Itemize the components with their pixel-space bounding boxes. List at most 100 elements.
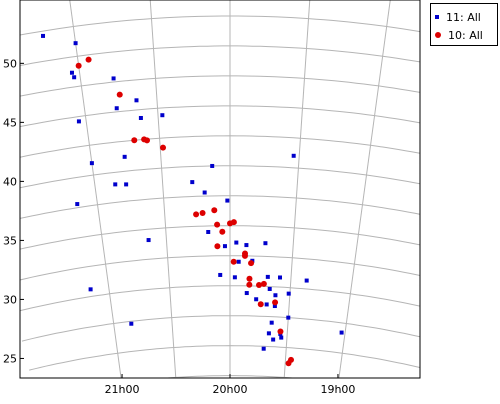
point-series-0 [286, 291, 291, 296]
axes: 25 30 35 40 45 50 21h00 20h00 19h00 [3, 57, 355, 396]
point-series-1 [272, 299, 279, 306]
point-series-1 [246, 281, 253, 288]
point-series-0 [124, 182, 129, 187]
point-series-0 [264, 302, 269, 307]
point-series-0 [273, 293, 278, 298]
point-series-0 [206, 229, 211, 234]
point-series-0 [41, 33, 46, 38]
point-series-1 [219, 228, 226, 235]
point-series-0 [236, 259, 241, 264]
point-series-0 [254, 297, 259, 302]
point-series-0 [202, 190, 207, 195]
point-series-0 [269, 320, 274, 325]
ra-gridline [283, 0, 311, 378]
point-series-1 [214, 243, 221, 250]
point-series-1 [242, 250, 249, 257]
dec-gridline [20, 75, 420, 97]
point-series-0 [234, 240, 239, 245]
point-series-0 [286, 315, 291, 320]
dec-gridline [20, 15, 420, 36]
point-series-0 [146, 238, 151, 243]
y-tick-label: 45 [3, 116, 17, 129]
x-tick-label: 21h00 [105, 383, 140, 396]
y-tick-label: 40 [3, 175, 17, 188]
y-tick-label: 35 [3, 234, 17, 247]
point-series-0 [160, 113, 165, 118]
point-series-0 [279, 335, 284, 340]
point-series-0 [263, 241, 268, 246]
square-marker-icon [435, 15, 439, 19]
point-series-0 [291, 153, 296, 158]
point-series-0 [113, 182, 118, 187]
point-series-1 [85, 56, 92, 63]
y-tick-label: 25 [3, 352, 17, 365]
point-series-1 [199, 209, 206, 216]
point-series-1 [260, 280, 267, 287]
point-series-1 [257, 301, 264, 308]
dec-gridline [20, 285, 420, 312]
legend-item-1: 10: All [435, 28, 483, 42]
point-series-1 [75, 62, 82, 69]
point-series-1 [131, 137, 138, 144]
point-series-0 [222, 244, 227, 249]
dec-gridline [161, 375, 299, 378]
point-series-0 [244, 291, 249, 296]
point-series-1 [248, 260, 255, 267]
dec-gridline [20, 195, 420, 219]
point-series-1 [246, 275, 253, 282]
legend-label-1: 10: All [448, 28, 483, 42]
dec-gridline [20, 165, 420, 189]
dec-gridline [20, 105, 420, 128]
y-tick-label: 50 [3, 57, 17, 70]
point-series-0 [114, 106, 119, 111]
point-series-1 [116, 91, 123, 98]
ra-gridline [149, 0, 177, 378]
point-series-0 [76, 119, 81, 124]
point-series-0 [272, 304, 277, 309]
legend-label-0: 11: All [446, 10, 481, 24]
y-tick-label: 30 [3, 293, 17, 306]
point-series-0 [75, 202, 80, 207]
plot-frame [19, 0, 421, 379]
point-series-0 [267, 286, 272, 291]
data-points [41, 33, 344, 367]
point-series-0 [134, 98, 139, 103]
point-series-1 [230, 258, 237, 265]
dec-gridline [21, 315, 420, 342]
point-series-1 [285, 360, 292, 367]
point-series-0 [266, 331, 271, 336]
ra-gridline [338, 0, 391, 378]
point-series-1 [256, 281, 263, 288]
point-series-0 [244, 243, 249, 248]
point-series-0 [304, 278, 309, 283]
point-series-0 [232, 275, 237, 280]
point-series-0 [271, 337, 276, 342]
point-series-0 [122, 154, 127, 159]
point-series-0 [73, 41, 78, 46]
dec-gridline [29, 345, 420, 371]
point-series-0 [129, 321, 134, 326]
point-series-1 [211, 207, 218, 214]
legend: 11: All 10: All [430, 3, 498, 46]
dec-gridline [20, 255, 420, 281]
point-series-0 [265, 274, 270, 279]
point-series-0 [218, 272, 223, 277]
point-series-0 [111, 76, 116, 81]
point-series-0 [89, 161, 94, 166]
point-series-1 [144, 137, 151, 144]
dec-gridline [20, 45, 420, 67]
point-series-0 [138, 115, 143, 120]
dec-gridline [20, 135, 420, 158]
point-series-1 [230, 219, 237, 226]
point-series-0 [278, 275, 283, 280]
point-series-1 [193, 211, 200, 218]
point-series-0 [190, 180, 195, 185]
point-series-0 [339, 330, 344, 335]
point-series-0 [88, 287, 93, 292]
point-series-1 [277, 328, 284, 335]
legend-item-0: 11: All [435, 10, 481, 24]
point-series-0 [210, 163, 215, 168]
